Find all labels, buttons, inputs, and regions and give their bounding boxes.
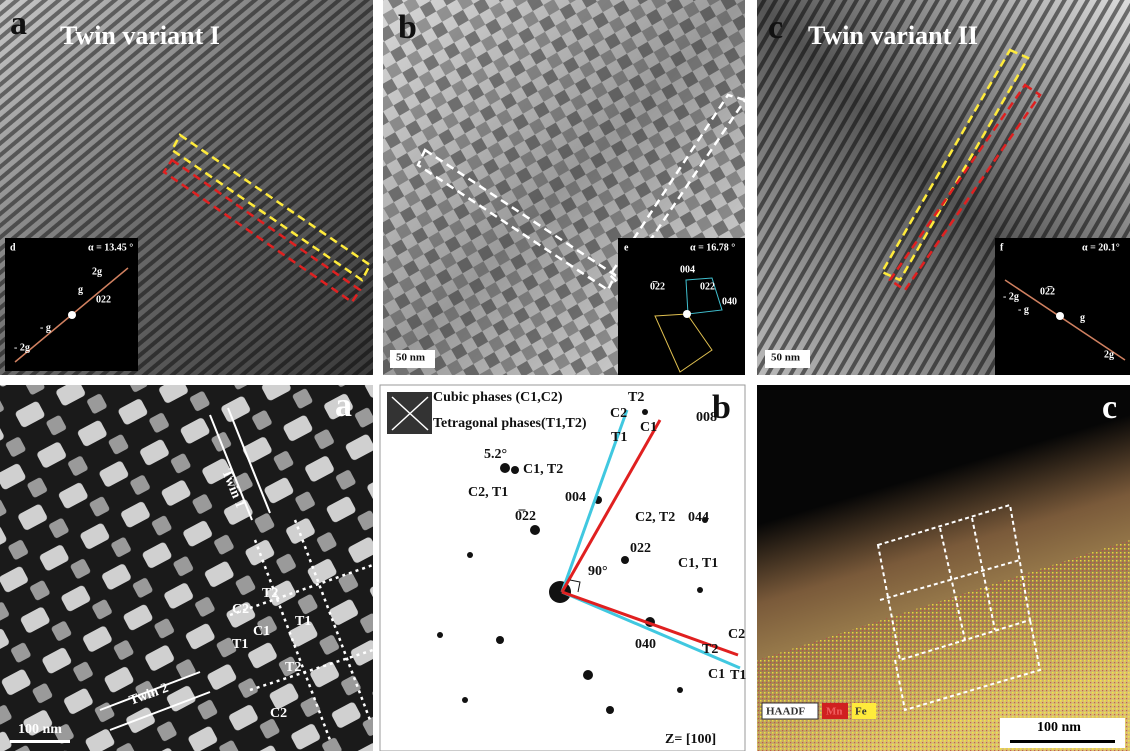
spot — [462, 697, 468, 703]
label: g — [1080, 312, 1085, 323]
label: Twin variant I — [60, 21, 220, 50]
label: 0̅22 — [515, 508, 536, 524]
label: 004 — [680, 264, 695, 275]
label: T1 — [295, 614, 311, 629]
label: g — [78, 284, 83, 295]
label: 100 nm — [18, 722, 62, 737]
spot — [530, 525, 540, 535]
label: Fe — [855, 706, 867, 718]
label: C2 — [610, 406, 627, 421]
figure: a Twin variant I d α = 13.45 ° 2g g 022 … — [0, 0, 1130, 751]
label: 040 — [722, 296, 737, 307]
label: 040 — [635, 637, 656, 652]
label: 5.2° — [484, 447, 507, 462]
label: C2, T1 — [468, 485, 508, 500]
label: C1 — [640, 420, 657, 435]
label: 022 — [630, 541, 651, 556]
label: Tetragonal phases(T1,T2) — [433, 416, 587, 431]
label: Z= [100] — [665, 732, 716, 747]
label: C1 — [253, 624, 270, 639]
spot — [437, 632, 443, 638]
label: α = 16.78 ° — [690, 242, 735, 253]
label: - 2g — [1003, 291, 1019, 302]
label: 2g — [92, 266, 102, 277]
label: α = 13.45 ° — [88, 242, 133, 253]
spot — [683, 310, 691, 318]
label: HAADF — [766, 706, 805, 718]
label: a — [10, 5, 27, 42]
label: T1 — [611, 430, 627, 445]
spot — [697, 587, 703, 593]
label: 02̅2 — [1040, 286, 1055, 297]
label: C2, T2 — [635, 510, 675, 525]
label: c — [1102, 389, 1117, 426]
label: 50 nm — [396, 352, 425, 364]
spot — [642, 409, 648, 415]
label: C1, T1 — [678, 556, 718, 571]
shape — [10, 740, 70, 743]
label: Twin variant II — [808, 21, 978, 50]
label: - g — [40, 322, 51, 333]
label: - g — [1018, 304, 1029, 315]
label: 004 — [565, 490, 586, 505]
label: 90° — [588, 564, 608, 579]
label: 2g — [1104, 349, 1114, 360]
label: Cubic phases (C1,C2) — [433, 390, 563, 405]
label: T1 — [730, 668, 746, 683]
label: 50 nm — [771, 352, 800, 364]
spot — [500, 463, 510, 473]
label: d — [10, 242, 16, 253]
label: C1 — [708, 667, 725, 682]
label: Mn — [826, 706, 843, 718]
spot — [606, 706, 614, 714]
label: 0̅22 — [650, 281, 665, 292]
shape — [0, 385, 373, 751]
label: a — [335, 387, 352, 424]
spot — [68, 311, 76, 319]
label: 008 — [696, 410, 717, 425]
spot — [467, 552, 473, 558]
spot — [621, 556, 629, 564]
label: T1 — [232, 637, 248, 652]
label: 044 — [688, 510, 709, 525]
label: 022 — [700, 281, 715, 292]
label: c — [768, 9, 783, 46]
label: C2 — [728, 627, 745, 642]
label: T2 — [262, 586, 278, 601]
label: 100 nm — [1037, 720, 1081, 735]
label: - 2g — [14, 342, 30, 353]
label: C1, T2 — [523, 462, 563, 477]
label: T2 — [702, 642, 718, 657]
spot — [677, 687, 683, 693]
label: C2 — [232, 602, 249, 617]
label: C2 — [270, 706, 287, 721]
label: e — [624, 242, 629, 253]
label: 022 — [96, 294, 111, 305]
label: α = 20.1° — [1082, 242, 1120, 253]
shape — [1010, 740, 1115, 743]
label: b — [398, 9, 417, 46]
label: T2 — [285, 660, 301, 675]
spot — [496, 636, 504, 644]
spot — [1056, 312, 1064, 320]
spot — [511, 466, 519, 474]
label: T2 — [628, 390, 644, 405]
spot — [583, 670, 593, 680]
